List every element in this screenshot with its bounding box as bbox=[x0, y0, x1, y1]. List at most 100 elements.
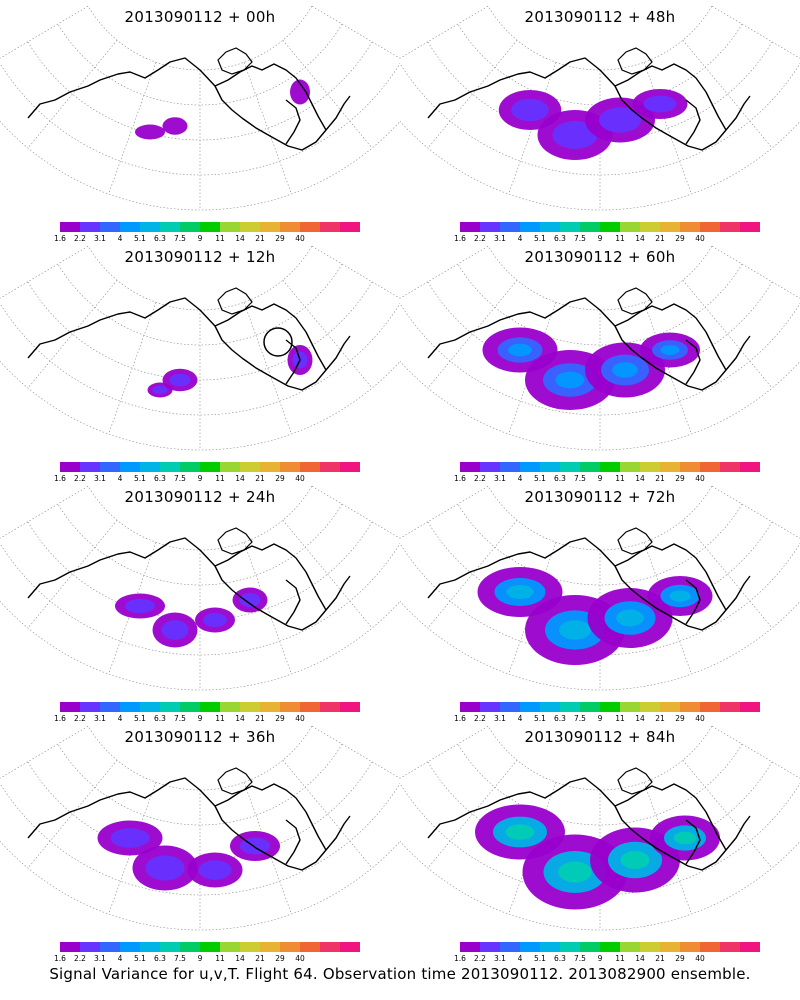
colorbar-tick-label: 3.1 bbox=[494, 234, 506, 243]
variance-contour bbox=[290, 79, 310, 105]
colorbar-swatch bbox=[700, 222, 720, 232]
colorbar-tick-label: 40 bbox=[695, 474, 705, 483]
latitude-gridline bbox=[27, 761, 373, 861]
colorbar-tick-label: 7.5 bbox=[174, 234, 186, 243]
latitude-gridline bbox=[87, 726, 313, 791]
colorbar-swatch bbox=[320, 462, 340, 472]
colorbar-swatch bbox=[600, 942, 620, 952]
latitude-gridline bbox=[0, 62, 400, 176]
latitude-gridline bbox=[400, 840, 800, 931]
colorbar-swatch bbox=[560, 462, 580, 472]
variance-contour bbox=[110, 828, 150, 848]
colorbar-swatch bbox=[580, 222, 600, 232]
colorbar-swatch bbox=[300, 222, 320, 232]
colorbar-tick-label: 1.6 bbox=[454, 234, 466, 243]
colorbar-swatch bbox=[700, 942, 720, 952]
map-panel-grid: 2013090112 + 00h 1.6 2.2 3.1 4 5.1 6.3 7.5 9 11 14… bbox=[0, 5, 800, 963]
variance-field bbox=[475, 804, 720, 910]
colorbar-tick-label: 11 bbox=[215, 474, 225, 483]
colorbar-swatch bbox=[620, 462, 640, 472]
colorbar-swatch bbox=[200, 942, 220, 952]
colorbar-tick-label: 5.1 bbox=[534, 474, 546, 483]
forecast-panel: 2013090112 + 36h 1.6 2.2 3.1 4 5.1 6.3 7.5 9 11 14… bbox=[0, 720, 400, 963]
colorbar-swatch bbox=[460, 462, 480, 472]
colorbar-tick-label: 14 bbox=[235, 714, 245, 723]
coastline bbox=[285, 339, 301, 385]
figure-caption: Signal Variance for u,v,T. Flight 64. Ob… bbox=[49, 965, 751, 983]
colorbar bbox=[60, 942, 360, 952]
colorbar-swatch bbox=[720, 462, 740, 472]
colorbar-swatch bbox=[200, 702, 220, 712]
arctic-islands bbox=[217, 287, 253, 315]
colorbar-swatch bbox=[280, 702, 300, 712]
variance-field bbox=[97, 820, 280, 891]
colorbar-swatch bbox=[60, 462, 80, 472]
colorbar-tick-label: 6.3 bbox=[554, 234, 566, 243]
colorbar-swatch bbox=[220, 222, 240, 232]
colorbar-tick-label: 2.2 bbox=[74, 714, 86, 723]
colorbar-swatch bbox=[540, 222, 560, 232]
colorbar-tick-label: 4 bbox=[517, 234, 523, 243]
coastline bbox=[214, 543, 327, 611]
colorbar-tick-label: 2.2 bbox=[474, 714, 486, 723]
colorbar-swatch bbox=[500, 222, 520, 232]
latitude-gridline bbox=[57, 503, 343, 586]
colorbar-swatch bbox=[160, 702, 180, 712]
latitude-gridline bbox=[487, 246, 713, 311]
latitude-gridline bbox=[27, 521, 373, 621]
colorbar-tick-label: 3.1 bbox=[494, 714, 506, 723]
colorbar-swatch bbox=[260, 702, 280, 712]
colorbar-tick-label: 14 bbox=[235, 954, 245, 963]
colorbar-labels: 1.6 2.2 3.1 4 5.1 6.3 7.5 9 11 14 21 29 40 bbox=[54, 474, 360, 484]
colorbar-swatch bbox=[80, 702, 100, 712]
longitude-gridline bbox=[27, 279, 118, 389]
colorbar-tick-label: 29 bbox=[275, 474, 285, 483]
colorbar-swatch bbox=[740, 942, 760, 952]
longitude-gridline bbox=[282, 759, 373, 869]
colorbar-tick-label: 1.6 bbox=[454, 954, 466, 963]
coastline bbox=[427, 537, 751, 631]
variance-field bbox=[498, 89, 688, 160]
colorbar-tick-label: 9 bbox=[597, 954, 603, 963]
colorbar-swatch bbox=[240, 462, 260, 472]
colorbar-swatch bbox=[680, 222, 700, 232]
colorbar-swatch bbox=[580, 702, 600, 712]
colorbar-swatch bbox=[100, 462, 120, 472]
colorbar-swatch bbox=[160, 222, 180, 232]
colorbar-tick-label: 9 bbox=[597, 234, 603, 243]
colorbar-swatch bbox=[480, 222, 500, 232]
latitude-gridline bbox=[87, 246, 313, 311]
latitude-gridline bbox=[487, 486, 713, 551]
colorbar-swatch bbox=[580, 942, 600, 952]
colorbar-swatch bbox=[540, 702, 560, 712]
colorbar-swatch bbox=[220, 462, 240, 472]
longitude-gridline bbox=[427, 519, 518, 629]
panel-title: 2013090112 + 60h bbox=[524, 248, 676, 266]
latitude-gridline bbox=[457, 503, 743, 586]
colorbar-tick-label: 14 bbox=[235, 474, 245, 483]
colorbar bbox=[460, 942, 760, 952]
variance-contour bbox=[152, 385, 168, 395]
coastline bbox=[685, 339, 701, 385]
colorbar-swatch bbox=[320, 702, 340, 712]
latitude-gridline bbox=[457, 263, 743, 346]
variance-contour bbox=[612, 362, 638, 378]
colorbar-tick-label: 3.1 bbox=[494, 474, 506, 483]
colorbar-swatch bbox=[320, 942, 340, 952]
colorbar-swatch bbox=[180, 462, 200, 472]
colorbar-swatch bbox=[740, 702, 760, 712]
longitude-gridline bbox=[243, 302, 292, 435]
colorbar-tick-label: 40 bbox=[695, 714, 705, 723]
colorbar-tick-label: 11 bbox=[615, 474, 625, 483]
coastline bbox=[614, 543, 727, 611]
polar-map bbox=[0, 5, 400, 211]
colorbar-swatch bbox=[460, 222, 480, 232]
colorbar-tick-label: 7.5 bbox=[574, 234, 586, 243]
colorbar-swatch bbox=[140, 942, 160, 952]
latitude-gridline bbox=[0, 782, 400, 896]
colorbar-tick-label: 9 bbox=[197, 474, 203, 483]
variance-contour bbox=[643, 95, 677, 113]
colorbar-tick-label: 7.5 bbox=[574, 954, 586, 963]
colorbar-swatch bbox=[240, 702, 260, 712]
colorbar-swatch bbox=[500, 942, 520, 952]
